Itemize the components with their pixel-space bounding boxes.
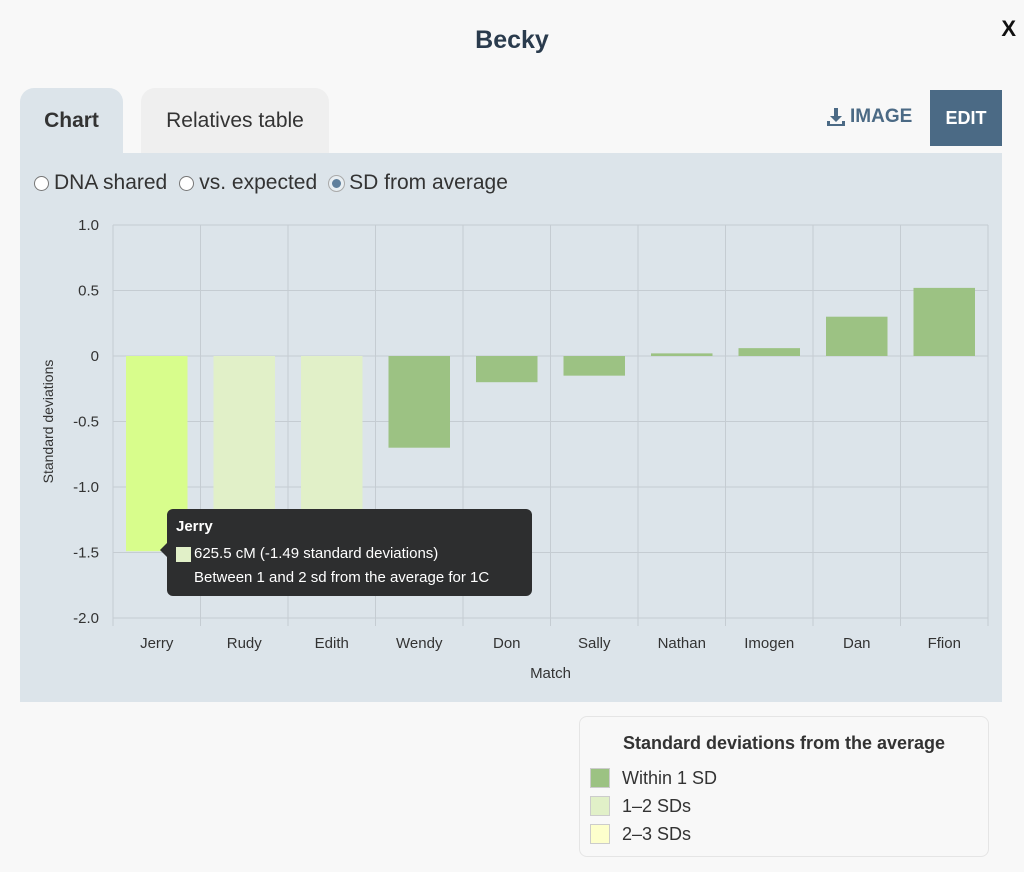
y-tick-label: -1.0 <box>73 479 99 496</box>
bar-wendy[interactable] <box>388 356 451 448</box>
radio-dna-shared[interactable]: DNA shared <box>34 171 167 195</box>
close-button[interactable]: X <box>1001 16 1016 41</box>
bar-imogen[interactable] <box>738 348 801 356</box>
bar-don[interactable] <box>476 356 538 383</box>
radio-label: vs. expected <box>199 171 318 194</box>
tooltip: Jerry 625.5 cM (-1.49 standard deviation… <box>160 509 532 596</box>
legend: Standard deviations from the average Wit… <box>579 716 989 857</box>
tooltip-title: Jerry <box>176 518 213 535</box>
radio-vs-expected[interactable]: vs. expected <box>179 171 317 195</box>
tab-chart[interactable]: Chart <box>20 88 123 154</box>
bar-nathan[interactable] <box>651 353 713 356</box>
x-tick-label: Nathan <box>658 635 706 652</box>
legend-swatch <box>590 768 610 788</box>
radio-label: DNA shared <box>54 171 168 194</box>
chart-mode-radios: DNA shared vs. expected SD from average <box>34 171 508 195</box>
x-tick-label: Edith <box>315 635 349 652</box>
bar-rudy[interactable] <box>213 356 276 540</box>
x-tick-label: Jerry <box>140 635 174 652</box>
tooltip-swatch <box>176 547 191 562</box>
y-tick-label: -2.0 <box>73 610 99 627</box>
x-tick-label: Rudy <box>227 635 263 652</box>
x-tick-label: Don <box>493 635 521 652</box>
tooltip-line1: 625.5 cM (-1.49 standard deviations) <box>194 545 439 562</box>
dialog-title: Becky <box>475 26 549 54</box>
x-tick-label: Imogen <box>744 635 794 652</box>
x-axis-title: Match <box>530 665 571 682</box>
x-tick-label: Wendy <box>396 635 443 652</box>
x-tick-label: Ffion <box>928 635 961 652</box>
radio-label: SD from average <box>349 171 508 194</box>
image-label: IMAGE <box>850 106 913 127</box>
download-image-button[interactable]: IMAGE <box>826 106 912 128</box>
legend-title: Standard deviations from the average <box>622 733 946 753</box>
legend-item: Within 1 SD <box>590 764 988 792</box>
edit-button[interactable]: EDIT <box>930 90 1002 146</box>
y-tick-label: -1.5 <box>73 545 99 562</box>
bar-edith[interactable] <box>301 356 363 515</box>
legend-swatch <box>590 824 610 844</box>
bar-chart: 1.0 0.5 0 -0.5 -1.0 -1.5 -2.0 Jerry Rudy Edith Wen… <box>40 217 989 682</box>
y-tick-label: 0.5 <box>78 283 99 300</box>
y-tick-label: 1.0 <box>78 217 99 234</box>
bar-sally[interactable] <box>563 356 626 376</box>
x-tick-label: Dan <box>843 635 871 652</box>
radio-circle[interactable] <box>179 175 195 191</box>
bar-ffion[interactable] <box>913 287 976 356</box>
legend-label: 1–2 SDs <box>622 795 692 816</box>
radio-circle[interactable] <box>328 174 346 192</box>
legend-swatch <box>590 796 610 816</box>
x-tick-label: Sally <box>578 635 611 652</box>
radio-circle[interactable] <box>34 175 49 191</box>
tooltip-line2: Between 1 and 2 sd from the average for … <box>194 569 490 586</box>
y-tick-label: 0 <box>91 348 99 365</box>
tab-relatives-table[interactable]: Relatives table <box>141 88 329 154</box>
legend-label: 2–3 SDs <box>622 823 692 844</box>
legend-label: Within 1 SD <box>622 767 718 788</box>
legend-item: 2–3 SDs <box>590 820 988 848</box>
y-tick-label: -0.5 <box>73 414 99 431</box>
legend-item: 1–2 SDs <box>590 792 988 820</box>
radio-sd-from-average[interactable]: SD from average <box>328 171 508 195</box>
bar-dan[interactable] <box>826 316 888 356</box>
download-icon <box>827 108 845 126</box>
y-axis-title: Standard deviations <box>40 360 56 484</box>
chart-panel: DNA shared vs. expected SD from average … <box>20 153 1002 702</box>
